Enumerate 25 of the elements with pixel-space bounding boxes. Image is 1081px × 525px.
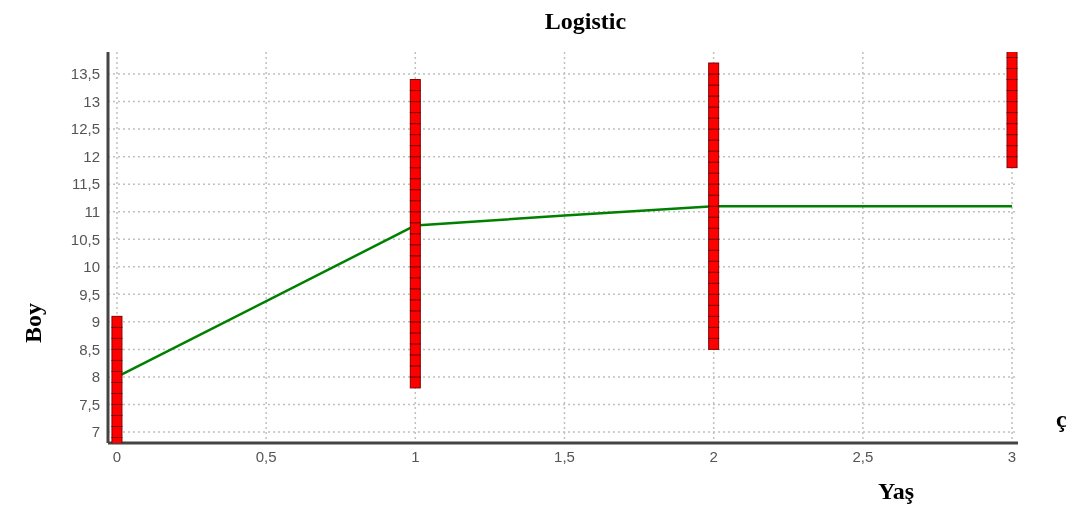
x-axis-title: Yaş xyxy=(878,478,915,505)
y-tick-label: 8,5 xyxy=(79,340,100,358)
x-tick-label: 2 xyxy=(709,447,718,465)
x-tick-label: 2,5 xyxy=(852,447,874,465)
x-tick-label: 1,5 xyxy=(554,447,575,465)
chart-title: Logistic xyxy=(543,8,628,35)
text: ç xyxy=(1056,406,1067,433)
y-tick-label: 10 xyxy=(83,258,100,276)
y-tick-label: 9 xyxy=(91,313,100,331)
y-tick-label: 13 xyxy=(83,92,100,110)
y-tick-label: 11,5 xyxy=(71,175,100,193)
y-tick-label: 12,5 xyxy=(70,120,100,138)
y-axis-title: Boy xyxy=(18,302,47,345)
y-tick-label: 11 xyxy=(84,203,100,221)
y-tick-label: 10,5 xyxy=(70,230,100,248)
x-tick-label: 1 xyxy=(411,447,420,465)
x-tick-label: 0,5 xyxy=(255,447,277,465)
y-tick-label: 9,5 xyxy=(79,285,100,303)
x-tick-label: 3 xyxy=(1007,447,1017,465)
x-tick-label: 0 xyxy=(112,447,122,465)
y-tick-label: 12 xyxy=(83,147,100,165)
y-tick-label: 13,5 xyxy=(70,65,100,83)
y-tick-label: 7,5 xyxy=(79,395,100,413)
y-tick-label: 8 xyxy=(91,368,100,386)
y-tick-label: 7 xyxy=(91,423,100,441)
